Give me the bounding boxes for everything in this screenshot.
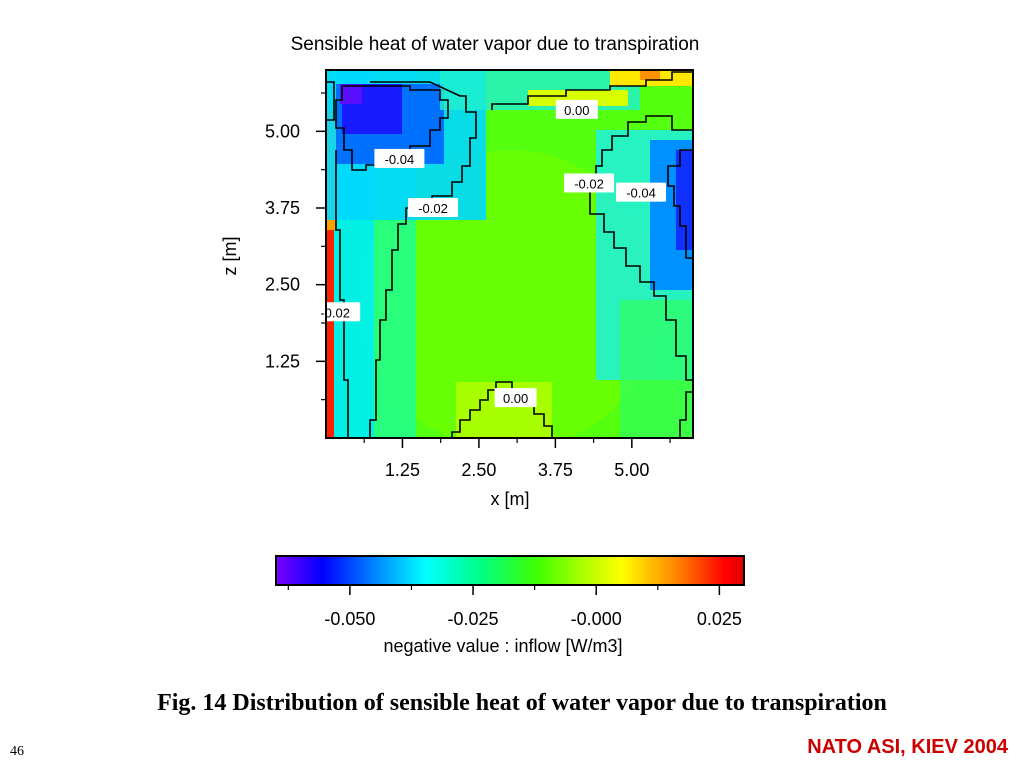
field-right-deep <box>676 150 693 250</box>
colorbar-tick-label: 0.025 <box>697 609 742 629</box>
colorbar-ticks: -0.050 -0.025 -0.000 0.025 <box>287 585 742 629</box>
contour-line-0.00-bottom <box>451 381 553 438</box>
footer-text: NATO ASI, KIEV 2004 <box>807 736 1008 758</box>
contour-label: 0.00 <box>564 103 589 118</box>
contour-line-minus-0.02-inner-left <box>335 150 349 438</box>
page-number: 46 <box>10 744 24 759</box>
contour-labels: 0.00 -0.04 -0.02 -0.04 -0.02 -0.02 0.00 <box>310 99 667 408</box>
contour-line-right-edge <box>679 391 693 438</box>
colorbar-label: negative value : inflow [W/m3] <box>383 636 622 656</box>
contour-label: -0.02 <box>574 176 604 191</box>
y-tick-label: 3.75 <box>265 198 300 218</box>
contour-label-box <box>564 173 615 193</box>
contour-line-minus-0.02-right <box>589 115 693 381</box>
field-right-lower-green <box>620 300 693 438</box>
y-tick-label: 2.50 <box>265 275 300 295</box>
chart-title: Sensible heat of water vapor due to tran… <box>291 34 700 55</box>
x-tick-label: 2.50 <box>461 460 496 480</box>
colorbar-tick-label: -0.000 <box>571 609 622 629</box>
field-top-right-orange <box>640 70 660 80</box>
x-tick-label: 5.00 <box>614 460 649 480</box>
y-tick-label: 5.00 <box>265 121 300 141</box>
contour-label-box <box>374 148 425 168</box>
contour-label: -0.04 <box>385 152 415 167</box>
y-tick-label: 1.25 <box>265 351 300 371</box>
contour-label-box <box>408 198 459 217</box>
field-top-left-violet <box>340 84 362 104</box>
colorbar-tick-label: -0.025 <box>448 609 499 629</box>
contour-label: -0.02 <box>418 201 448 216</box>
x-tick-label: 1.25 <box>385 460 420 480</box>
y-axis-label: z [m] <box>220 237 240 276</box>
colorbar-tick-label: -0.050 <box>324 609 375 629</box>
contour-label-box <box>616 182 667 202</box>
contour-label-box <box>555 99 598 119</box>
contour-label-box <box>494 388 537 408</box>
axis-ticks: 1.25 2.50 3.75 5.00 1.25 2.50 3.75 5.00 <box>265 92 671 480</box>
figure-caption: Fig. 14 Distribution of sensible heat of… <box>157 690 887 716</box>
contour-label: -0.02 <box>320 305 350 320</box>
contour-label: -0.04 <box>626 186 656 201</box>
plot-frame <box>325 69 694 439</box>
contour-line-minus-0.04-right <box>667 149 693 259</box>
field-top-yellow <box>528 90 628 106</box>
contour-label-box <box>310 302 361 322</box>
contour-line-0.00-top <box>491 71 693 110</box>
x-tick-label: 3.75 <box>538 460 573 480</box>
field-center-glow <box>360 150 660 438</box>
x-axis-label: x [m] <box>491 489 530 509</box>
contour-label: 0.00 <box>503 391 528 406</box>
colorbar <box>275 555 745 586</box>
field-left-red <box>326 230 334 438</box>
